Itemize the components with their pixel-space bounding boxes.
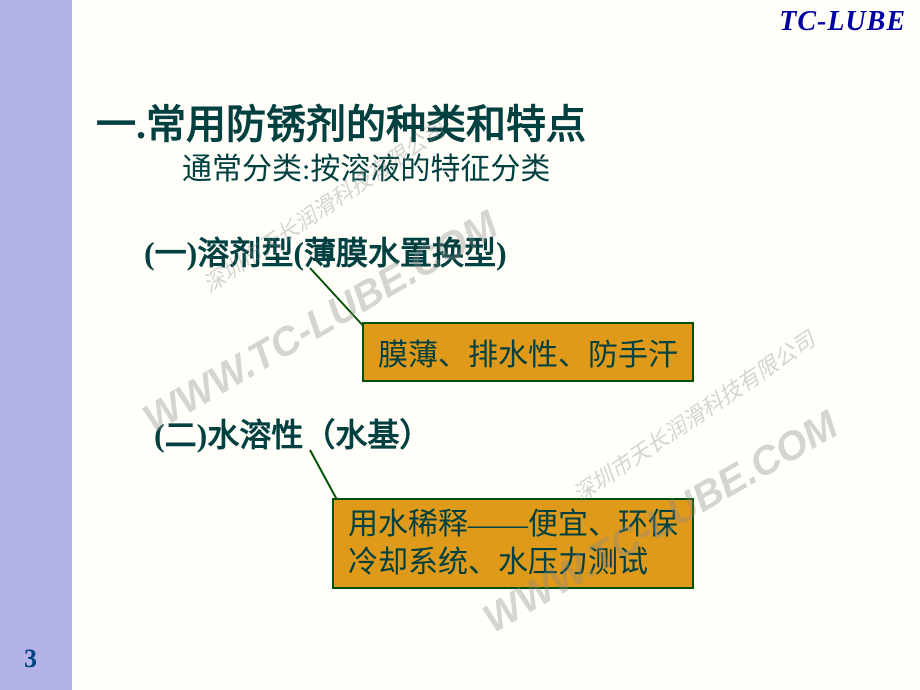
type-1-feature-box: 膜薄、排水性、防手汗 — [362, 322, 694, 382]
section-subtitle: 通常分类:按溶液的特征分类 — [182, 144, 550, 188]
type-2-feature-box: 用水稀释——便宜、环保 冷却系统、水压力测试 — [332, 498, 694, 589]
slide: TC-LUBE 一.常用防锈剂的种类和特点 通常分类:按溶液的特征分类 (一)溶… — [0, 0, 920, 690]
type-2-heading: (二)水溶性（水基） — [154, 410, 431, 456]
sidebar-stripe — [0, 0, 72, 690]
type-1-heading: (一)溶剂型(薄膜水置换型) — [144, 228, 507, 274]
section-title: 一.常用防锈剂的种类和特点 — [96, 92, 586, 150]
brand-logo: TC-LUBE — [779, 6, 906, 38]
page-number: 3 — [24, 644, 37, 674]
